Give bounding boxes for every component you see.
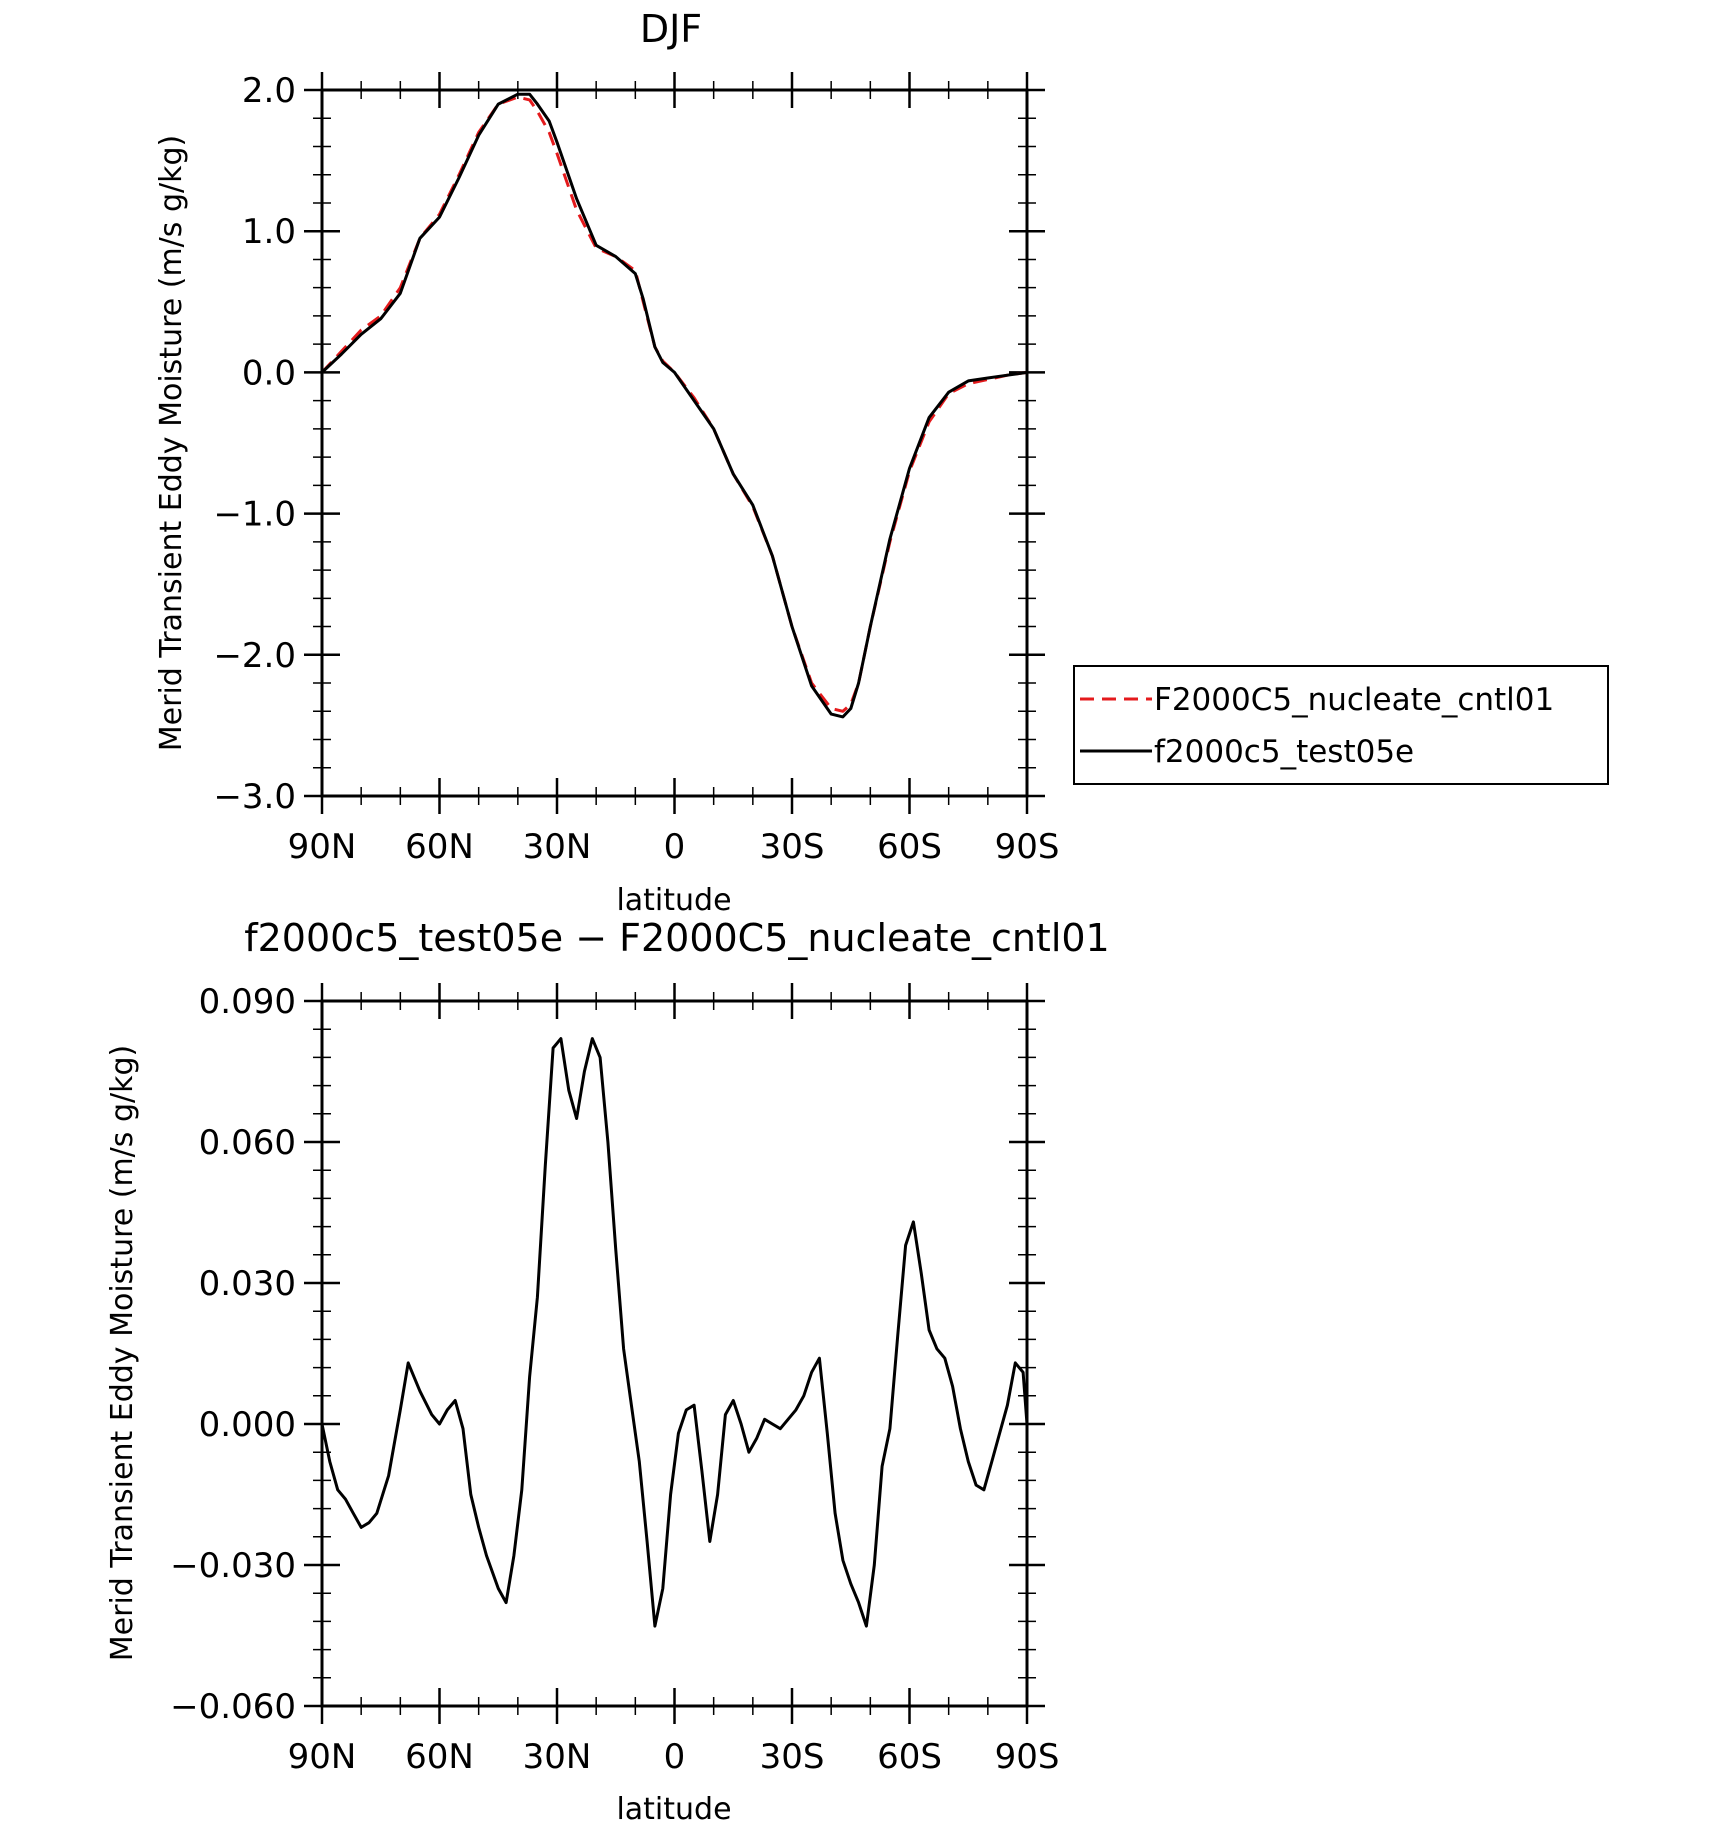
- x-tick-label: 0: [664, 1737, 686, 1777]
- x-tick-label: 0: [664, 827, 686, 867]
- x-tick-label: 30S: [760, 1737, 825, 1777]
- x-tick-label: 60S: [877, 1737, 942, 1777]
- plot-frame: [320, 999, 1029, 1708]
- legend-box: [1073, 665, 1609, 785]
- y-axis-ticks: 2.0 1.0 0.0 −1.0 −2.0 −3.0: [213, 71, 1045, 817]
- y-tick-label: −2.0: [213, 636, 296, 676]
- y-tick-label: 0.0: [242, 353, 296, 393]
- x-tick-label: 90N: [288, 827, 357, 867]
- chart-title: f2000c5_test05e − F2000C5_nucleate_cntl0…: [244, 916, 1109, 960]
- y-tick-label: −3.0: [213, 777, 296, 817]
- x-tick-label: 90N: [288, 1737, 357, 1777]
- series-lines: [320, 1037, 1029, 1628]
- series-lines: [320, 92, 1028, 719]
- legend-label-cntl01: F2000C5_nucleate_cntl01: [1154, 682, 1554, 718]
- chart-top-djf: DJF 2.0 1.0 0.0 −1.0 −2.0 −3.0 90N 60N 30N 0 30S 6…: [154, 7, 1609, 918]
- x-tick-label: 30N: [523, 1737, 592, 1777]
- x-axis-ticks: 90N 60N 30N 0 30S 60S 90S: [288, 983, 1060, 1777]
- legend-label-test05e: f2000c5_test05e: [1154, 734, 1414, 770]
- y-tick-label: 0.030: [199, 1264, 296, 1304]
- y-tick-label: 0.000: [199, 1405, 296, 1445]
- x-tick-label: 30S: [760, 827, 825, 867]
- x-tick-label: 60N: [405, 827, 474, 867]
- x-tick-label: 60N: [405, 1737, 474, 1777]
- y-tick-label: −1.0: [213, 495, 296, 535]
- series-line-f2000c5-test05e: [320, 92, 1028, 719]
- legend: F2000C5_nucleate_cntl01 f2000c5_test05e: [1073, 665, 1609, 785]
- y-tick-label: 0.060: [199, 1123, 296, 1163]
- x-axis-label: latitude: [616, 883, 731, 918]
- y-tick-label: 0.090: [199, 982, 296, 1022]
- chart-bottom-difference: f2000c5_test05e − F2000C5_nucleate_cntl0…: [105, 916, 1110, 1822]
- series-line-difference: [320, 1037, 1029, 1628]
- y-axis-ticks: 0.090 0.060 0.030 0.000 −0.030 −0.060: [170, 982, 1045, 1727]
- x-axis-ticks: 90N 60N 30N 0 30S 60S 90S: [288, 72, 1060, 867]
- y-axis-label: Merid Transient Eddy Moisture (m/s g/kg): [105, 1045, 140, 1661]
- y-tick-label: 1.0: [242, 212, 296, 252]
- x-tick-label: 60S: [877, 827, 942, 867]
- chart-title: DJF: [640, 7, 702, 51]
- x-tick-label: 30N: [523, 827, 592, 867]
- y-axis-label: Merid Transient Eddy Moisture (m/s g/kg): [154, 135, 189, 751]
- plot-frame: [320, 88, 1029, 798]
- x-tick-label: 90S: [995, 827, 1060, 867]
- y-tick-label: −0.060: [170, 1687, 296, 1727]
- y-tick-label: 2.0: [242, 71, 296, 111]
- series-line-f2000c5-nucleate-cntl01: [320, 95, 1028, 713]
- x-tick-label: 90S: [995, 1737, 1060, 1777]
- y-tick-label: −0.030: [170, 1546, 296, 1586]
- x-axis-label: latitude: [616, 1792, 731, 1822]
